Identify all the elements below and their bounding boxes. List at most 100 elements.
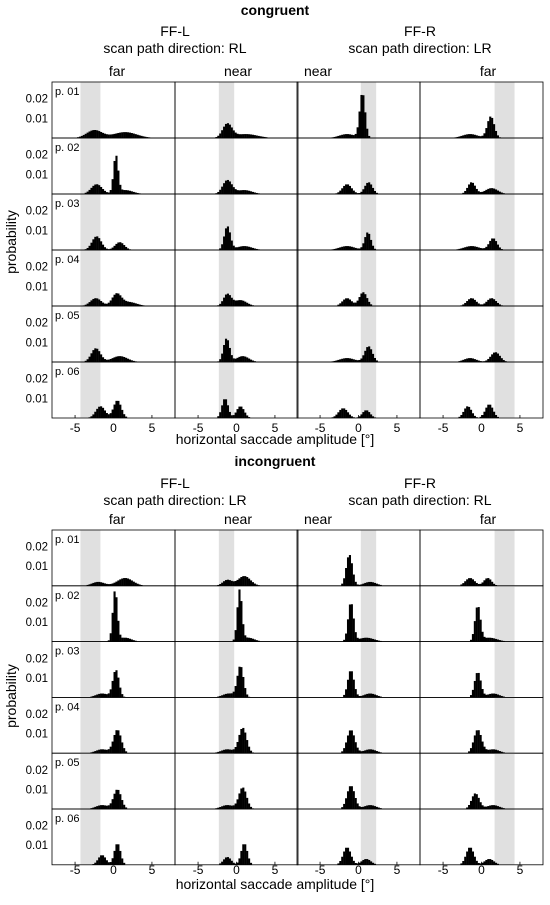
histogram-bar bbox=[221, 301, 224, 306]
histogram-bar bbox=[103, 749, 107, 754]
histogram-bar bbox=[498, 640, 501, 642]
y-tick-label: 0.02 bbox=[26, 821, 48, 833]
histogram-bar bbox=[115, 356, 118, 362]
histogram-bar bbox=[352, 302, 355, 306]
histogram-bar bbox=[460, 248, 463, 250]
histogram-bar bbox=[366, 128, 369, 138]
histogram-bar bbox=[92, 751, 95, 754]
histogram-bar bbox=[466, 851, 469, 865]
histogram-bar bbox=[242, 727, 245, 754]
histogram-bar bbox=[494, 301, 498, 306]
histogram-bar bbox=[362, 806, 365, 809]
histogram-bar bbox=[100, 693, 103, 698]
cell-frame bbox=[296, 305, 421, 363]
shaded-region bbox=[494, 697, 515, 753]
histogram-bar bbox=[368, 182, 371, 194]
histogram-bar bbox=[479, 619, 482, 642]
histogram-bar bbox=[134, 303, 137, 306]
histogram-bar bbox=[244, 576, 247, 586]
histogram-bar bbox=[358, 359, 361, 362]
shaded-region bbox=[360, 194, 377, 250]
histogram-bar bbox=[498, 751, 501, 754]
histogram-bar bbox=[485, 189, 488, 194]
histogram-bar bbox=[466, 807, 469, 809]
histogram-bar bbox=[494, 241, 498, 250]
histogram-bar bbox=[107, 302, 110, 306]
y-tick-label: 0.01 bbox=[26, 281, 48, 293]
histogram-bar bbox=[123, 245, 126, 250]
histogram-bar bbox=[493, 299, 496, 306]
histogram-bar bbox=[107, 805, 110, 809]
x-tick-label: 0 bbox=[355, 421, 362, 435]
histogram-bar bbox=[136, 192, 139, 194]
histogram-bar bbox=[105, 248, 108, 250]
histogram-bar bbox=[366, 805, 369, 809]
histogram-bar bbox=[475, 301, 478, 306]
histogram-bar bbox=[341, 134, 344, 138]
histogram-bar bbox=[471, 689, 475, 698]
histogram-bar bbox=[232, 245, 235, 250]
x-tick-label: 0 bbox=[233, 421, 240, 435]
histogram-bar bbox=[362, 355, 365, 362]
histogram-bar bbox=[226, 749, 230, 754]
histogram-bar bbox=[462, 583, 465, 586]
histogram-bar bbox=[493, 749, 496, 754]
histogram-bar bbox=[466, 406, 469, 418]
histogram-bar bbox=[348, 185, 352, 194]
histogram-bar bbox=[134, 192, 137, 194]
histogram-bar bbox=[494, 749, 498, 754]
histogram-bar bbox=[354, 581, 357, 586]
histogram-bar bbox=[125, 637, 128, 642]
histogram-bar bbox=[362, 95, 365, 138]
histogram-bar bbox=[468, 847, 471, 865]
histogram-bar bbox=[343, 134, 346, 138]
histogram-bar bbox=[477, 583, 480, 586]
histogram-bar bbox=[107, 584, 110, 586]
histogram-bar bbox=[358, 248, 361, 250]
histogram-bar bbox=[481, 415, 484, 418]
histogram-bar bbox=[370, 239, 373, 250]
histogram-bar bbox=[121, 243, 124, 250]
histogram-bar bbox=[487, 859, 490, 865]
histogram-bar bbox=[379, 752, 382, 754]
histogram-bar bbox=[109, 248, 112, 250]
histogram-bar bbox=[240, 729, 243, 754]
histogram-bar bbox=[371, 805, 375, 809]
histogram-bar bbox=[502, 193, 505, 194]
histogram-bar bbox=[249, 359, 253, 362]
histogram-bar bbox=[339, 409, 342, 418]
histogram-bar bbox=[371, 749, 375, 754]
histogram-bar bbox=[346, 184, 350, 194]
histogram-bar bbox=[473, 185, 476, 194]
histogram-bar bbox=[232, 581, 235, 586]
histogram-bar bbox=[107, 134, 110, 138]
histogram-bar bbox=[217, 135, 220, 138]
histogram-bar bbox=[223, 399, 226, 418]
histogram-bar bbox=[469, 358, 473, 362]
histogram-bar bbox=[98, 299, 101, 306]
histogram-bar bbox=[100, 805, 103, 809]
histogram-bar bbox=[360, 94, 363, 138]
histogram-bar bbox=[223, 805, 226, 809]
histogram-bar bbox=[86, 359, 89, 362]
histogram-bar bbox=[115, 243, 118, 250]
histogram-bar bbox=[360, 751, 363, 754]
histogram-bar bbox=[464, 359, 467, 362]
histogram-bar bbox=[119, 242, 122, 250]
histogram-bar bbox=[217, 191, 220, 194]
histogram-bar bbox=[103, 693, 107, 698]
histogram-bar bbox=[232, 749, 235, 754]
histogram-bar bbox=[473, 134, 476, 138]
histogram-bar bbox=[354, 302, 357, 306]
histogram-bar bbox=[100, 354, 103, 362]
histogram-bar bbox=[493, 411, 496, 418]
histogram-bar bbox=[219, 863, 222, 865]
histogram-bar bbox=[483, 636, 486, 642]
histogram-bar bbox=[103, 583, 107, 586]
panel-title-congruent: congruent bbox=[241, 2, 310, 18]
shaded-region bbox=[494, 306, 515, 362]
histogram-bar bbox=[130, 639, 133, 642]
histogram-bar bbox=[364, 410, 367, 418]
histogram-bar bbox=[473, 621, 476, 642]
histogram-bar bbox=[483, 693, 486, 698]
